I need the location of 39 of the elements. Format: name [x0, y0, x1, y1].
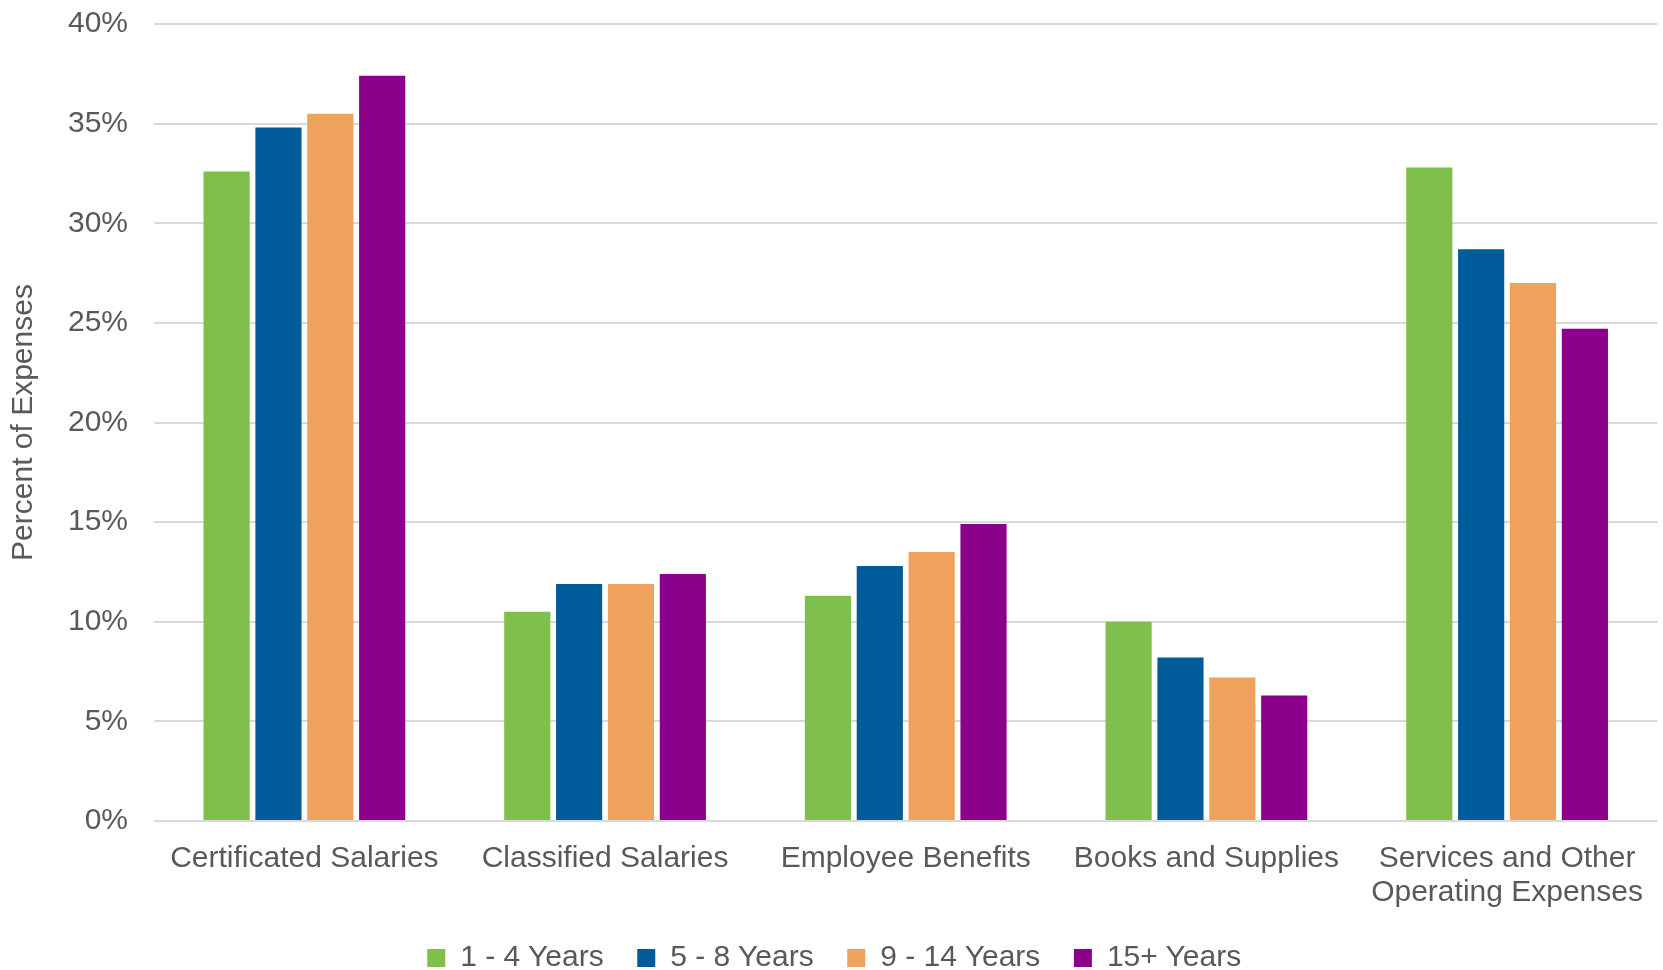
x-tick-label: Services and Other Operating Expenses [1371, 839, 1644, 908]
x-tick-label: Employee Benefits [780, 839, 1031, 873]
bar [1209, 677, 1256, 820]
y-tick-label: 35% [68, 104, 129, 138]
bar [556, 583, 603, 820]
bar [255, 127, 302, 820]
bar [804, 595, 852, 820]
bar [607, 583, 655, 820]
bar [1261, 695, 1308, 820]
y-tick-label: 15% [68, 503, 129, 537]
legend-label: 9 - 14 Years [880, 939, 1041, 970]
y-tick-label: 40% [68, 5, 129, 39]
bar [908, 552, 955, 820]
bar [359, 75, 406, 820]
y-tick-label: 30% [68, 204, 129, 238]
bar [856, 565, 903, 820]
y-tick-label: 5% [84, 702, 129, 736]
bar [307, 113, 354, 820]
bar [504, 611, 551, 820]
y-tick-label: 10% [68, 603, 129, 637]
legend-label: 5 - 8 Years [670, 939, 814, 970]
bar [1406, 167, 1453, 820]
x-tick-label: Books and Supplies [1073, 839, 1339, 873]
bar [203, 171, 250, 820]
bar [1105, 621, 1152, 820]
y-tick-label: 0% [84, 802, 129, 836]
y-tick-label: 25% [68, 304, 129, 338]
bar [659, 573, 706, 820]
bar [1561, 328, 1608, 820]
legend-label: 15+ Years [1106, 939, 1242, 970]
legend-label: 1 - 4 Years [460, 939, 604, 970]
x-tick-label: Classified Salaries [481, 839, 729, 873]
bar [1509, 283, 1557, 820]
y-tick-label: 20% [68, 403, 129, 437]
bar [1458, 249, 1505, 820]
bar [960, 524, 1007, 820]
bar [1157, 657, 1204, 820]
x-tick-label: Certificated Salaries [170, 839, 439, 873]
y-axis-title: Percent of Expenses [5, 284, 39, 561]
